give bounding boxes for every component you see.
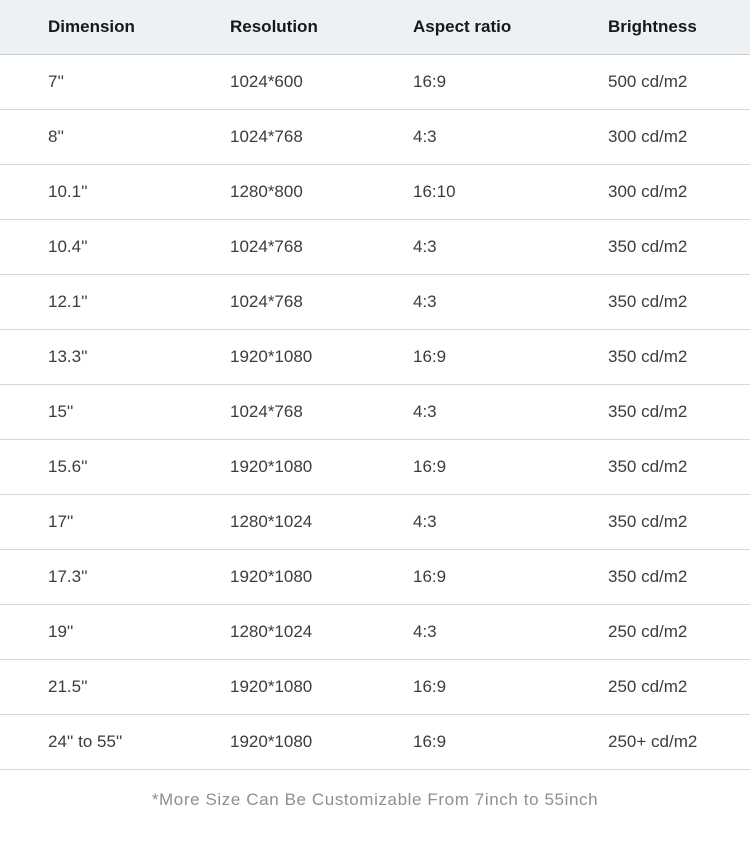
cell-brightness: 350 cd/m2	[608, 236, 688, 256]
cell-dimension: 10.1''	[48, 181, 88, 201]
table-row: 19'' 1280*1024 4:3 250 cd/m2	[0, 604, 750, 659]
cell-resolution: 1024*768	[230, 291, 303, 311]
table-row: 17'' 1280*1024 4:3 350 cd/m2	[0, 494, 750, 549]
cell-dimension: 15''	[48, 401, 74, 421]
cell-brightness: 350 cd/m2	[608, 456, 688, 476]
cell-aspect-ratio: 4:3	[413, 621, 437, 641]
cell-aspect-ratio: 4:3	[413, 236, 437, 256]
cell-resolution: 1920*1080	[230, 676, 313, 696]
cell-brightness: 250 cd/m2	[608, 621, 688, 641]
table-row: 12.1'' 1024*768 4:3 350 cd/m2	[0, 274, 750, 329]
cell-aspect-ratio: 16:9	[413, 456, 447, 476]
column-header-aspect-ratio: Aspect ratio	[365, 0, 560, 55]
table-row: 24'' to 55'' 1920*1080 16:9 250+ cd/m2	[0, 714, 750, 769]
cell-resolution: 1920*1080	[230, 456, 313, 476]
cell-aspect-ratio: 4:3	[413, 511, 437, 531]
cell-brightness: 250+ cd/m2	[608, 731, 698, 751]
cell-resolution: 1280*800	[230, 181, 303, 201]
cell-resolution: 1024*768	[230, 401, 303, 421]
cell-dimension: 8''	[48, 126, 64, 146]
cell-dimension: 17''	[48, 511, 74, 531]
cell-resolution: 1280*1024	[230, 511, 313, 531]
cell-aspect-ratio: 4:3	[413, 126, 437, 146]
column-header-dimension: Dimension	[0, 0, 182, 55]
cell-dimension: 13.3''	[48, 346, 88, 366]
cell-resolution: 1920*1080	[230, 566, 313, 586]
cell-brightness: 350 cd/m2	[608, 346, 688, 366]
table-header-row: Dimension Resolution Aspect ratio Bright…	[0, 0, 750, 55]
cell-dimension: 7''	[48, 71, 64, 91]
table-row: 10.4'' 1024*768 4:3 350 cd/m2	[0, 219, 750, 274]
table-header: Dimension Resolution Aspect ratio Bright…	[0, 0, 750, 55]
table-row: 13.3'' 1920*1080 16:9 350 cd/m2	[0, 329, 750, 384]
cell-aspect-ratio: 16:9	[413, 676, 447, 696]
cell-dimension: 17.3''	[48, 566, 88, 586]
cell-resolution: 1024*768	[230, 126, 303, 146]
table-row: 8'' 1024*768 4:3 300 cd/m2	[0, 109, 750, 164]
cell-brightness: 350 cd/m2	[608, 401, 688, 421]
cell-resolution: 1024*768	[230, 236, 303, 256]
cell-resolution: 1024*600	[230, 71, 303, 91]
cell-aspect-ratio: 16:9	[413, 731, 447, 751]
column-header-resolution: Resolution	[182, 0, 365, 55]
table-body: 7'' 1024*600 16:9 500 cd/m2 8'' 1024*768 4:3 30…	[0, 54, 750, 769]
cell-aspect-ratio: 16:9	[413, 566, 447, 586]
footnote-area: *More Size Can Be Customizable From 7inc…	[0, 770, 750, 845]
cell-dimension: 19''	[48, 621, 74, 641]
cell-brightness: 300 cd/m2	[608, 126, 688, 146]
cell-brightness: 500 cd/m2	[608, 71, 688, 91]
cell-dimension: 10.4''	[48, 236, 88, 256]
cell-brightness: 350 cd/m2	[608, 291, 688, 311]
footnote-text: *More Size Can Be Customizable From 7inc…	[151, 790, 599, 809]
table-row: 17.3'' 1920*1080 16:9 350 cd/m2	[0, 549, 750, 604]
cell-dimension: 21.5''	[48, 676, 88, 696]
cell-aspect-ratio: 16:9	[413, 346, 447, 366]
table-row: 15'' 1024*768 4:3 350 cd/m2	[0, 384, 750, 439]
table-row: 7'' 1024*600 16:9 500 cd/m2	[0, 54, 750, 109]
cell-brightness: 300 cd/m2	[608, 181, 688, 201]
cell-brightness: 250 cd/m2	[608, 676, 688, 696]
cell-brightness: 350 cd/m2	[608, 511, 688, 531]
cell-aspect-ratio: 16:10	[413, 181, 456, 201]
cell-resolution: 1920*1080	[230, 731, 313, 751]
cell-dimension: 12.1''	[48, 291, 88, 311]
cell-resolution: 1920*1080	[230, 346, 313, 366]
cell-aspect-ratio: 4:3	[413, 401, 437, 421]
cell-brightness: 350 cd/m2	[608, 566, 688, 586]
cell-aspect-ratio: 16:9	[413, 71, 447, 91]
column-header-brightness: Brightness	[560, 0, 750, 55]
cell-dimension: 15.6''	[48, 456, 88, 476]
display-spec-table: Dimension Resolution Aspect ratio Bright…	[0, 0, 750, 769]
table-row: 21.5'' 1920*1080 16:9 250 cd/m2	[0, 659, 750, 714]
cell-resolution: 1280*1024	[230, 621, 313, 641]
cell-aspect-ratio: 4:3	[413, 291, 437, 311]
cell-dimension: 24'' to 55''	[48, 731, 123, 751]
table-row: 15.6'' 1920*1080 16:9 350 cd/m2	[0, 439, 750, 494]
table-row: 10.1'' 1280*800 16:10 300 cd/m2	[0, 164, 750, 219]
